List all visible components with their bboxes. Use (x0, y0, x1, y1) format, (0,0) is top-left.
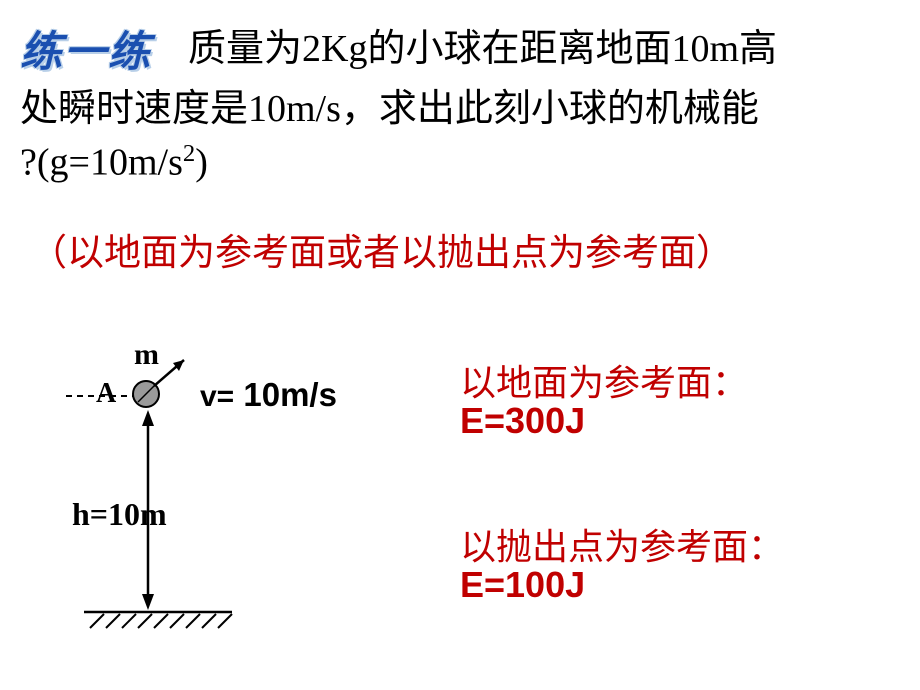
ground-hatch (186, 614, 200, 628)
velocity-prefix: v= (200, 380, 234, 413)
problem-line-2: 处瞬时速度是10m/s，求出此刻小球的机械能 (20, 80, 900, 139)
practice-heading: 练一练 (20, 18, 152, 79)
answer-ground-value: E=300J (460, 400, 585, 442)
problem-line-3: ?(g=10m/s2) (20, 140, 208, 185)
point-a-label: A (96, 378, 116, 410)
ground-hatch (218, 614, 232, 628)
reference-note: （以地面为参考面或者以抛出点为参考面） (30, 222, 733, 276)
problem-line3-prefix: ?(g=10m/s (20, 142, 183, 184)
ground-hatch (154, 614, 168, 628)
problem-line3-suffix: ) (195, 142, 208, 184)
ground-hatch (122, 614, 136, 628)
height-arrow-bottom (142, 594, 154, 610)
ground-hatch (138, 614, 152, 628)
problem-line-1: 质量为2Kg的小球在距离地面10m高 (188, 20, 900, 79)
ground-hatch (90, 614, 104, 628)
answer-throw-label: 以抛出点为参考面： (460, 518, 784, 570)
ground-hatch (106, 614, 120, 628)
answer-throw-value: E=100J (460, 564, 585, 606)
ground-hatch (202, 614, 216, 628)
height-label: h=10m (72, 496, 167, 533)
velocity-label: v= 10m/s (200, 376, 337, 414)
mass-label: m (134, 338, 159, 372)
height-arrow-top (142, 410, 154, 426)
answer-ground-label: 以地面为参考面： (460, 354, 748, 406)
problem-exponent: 2 (183, 140, 195, 167)
velocity-value: 10m/s (234, 376, 337, 413)
ground-hatch (170, 614, 184, 628)
